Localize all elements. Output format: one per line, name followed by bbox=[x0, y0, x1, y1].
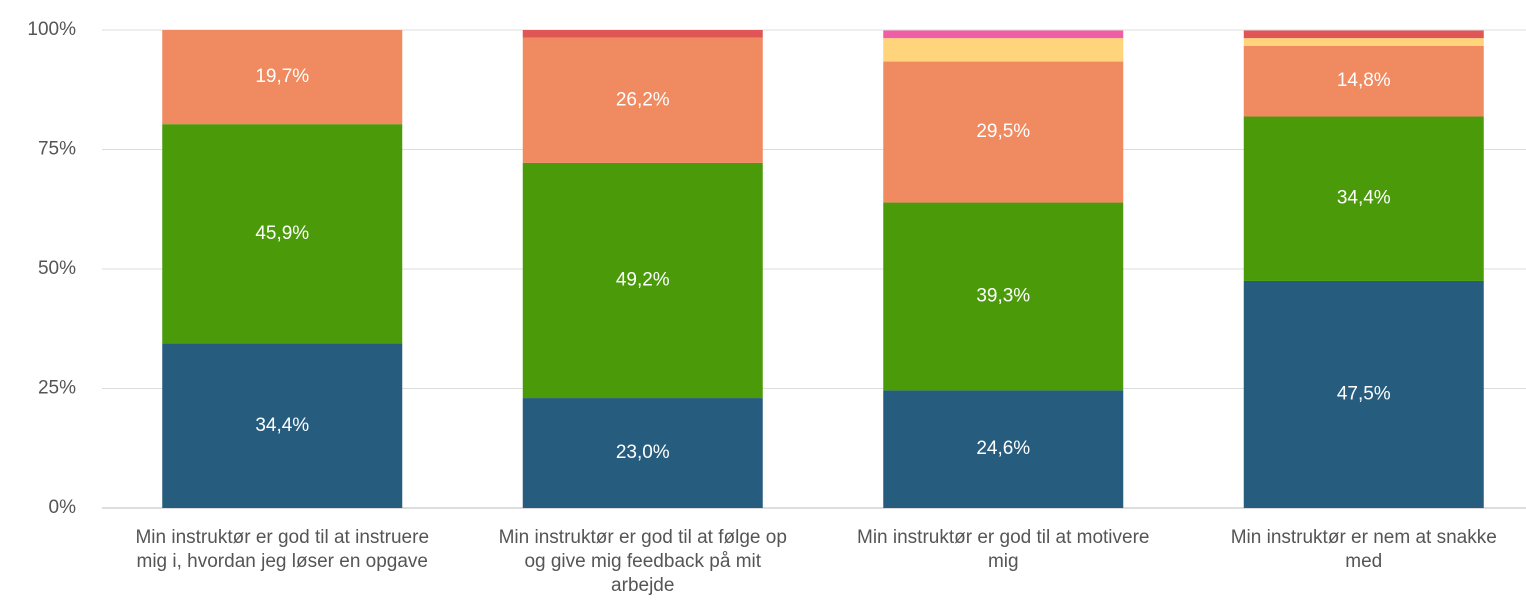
bar-segment bbox=[1243, 30, 1484, 39]
bar-segment bbox=[883, 390, 1124, 508]
data-label: 39,3% bbox=[976, 286, 1030, 307]
data-label: 19,7% bbox=[255, 66, 309, 87]
bar-segment bbox=[1243, 280, 1484, 508]
x-tick-label: Min instruktør er god til at instruere m… bbox=[135, 527, 430, 572]
data-label: 23,0% bbox=[616, 442, 670, 463]
data-label: 45,9% bbox=[255, 223, 309, 244]
data-label: 29,5% bbox=[976, 121, 1030, 142]
data-label: 49,2% bbox=[616, 269, 670, 290]
y-tick-label: 75% bbox=[38, 139, 76, 160]
bar-segment bbox=[1243, 45, 1484, 117]
y-tick-label: 0% bbox=[49, 497, 77, 518]
data-label: 26,2% bbox=[616, 89, 670, 110]
bar-segment bbox=[883, 30, 1124, 39]
bar-segment bbox=[162, 30, 403, 125]
data-label: 24,6% bbox=[976, 438, 1030, 459]
bar-segment bbox=[162, 124, 403, 344]
bar-segment bbox=[1243, 38, 1484, 46]
bar-segment bbox=[522, 37, 763, 163]
bar-segment bbox=[522, 398, 763, 508]
bar-segment bbox=[883, 38, 1124, 62]
y-tick-label: 25% bbox=[38, 378, 76, 399]
bar-segment bbox=[162, 343, 403, 508]
x-tick-label: Min instruktør er nem at snakke med bbox=[1230, 527, 1497, 572]
x-tick-label: Min instruktør er god til at følge op og… bbox=[498, 527, 787, 596]
bar-segment bbox=[522, 162, 763, 399]
y-tick-label: 100% bbox=[27, 19, 76, 40]
data-label: 34,4% bbox=[255, 415, 309, 436]
data-label: 34,4% bbox=[1337, 188, 1391, 209]
data-label: 47,5% bbox=[1337, 383, 1391, 404]
y-tick-label: 50% bbox=[38, 258, 76, 279]
bar-segment bbox=[1243, 116, 1484, 281]
x-tick-label: Min instruktør er god til at motivere mi… bbox=[857, 527, 1150, 572]
bar-segment bbox=[883, 61, 1124, 203]
bar-segment bbox=[522, 30, 763, 38]
data-label: 14,8% bbox=[1337, 70, 1391, 91]
bar-segment bbox=[883, 202, 1124, 391]
